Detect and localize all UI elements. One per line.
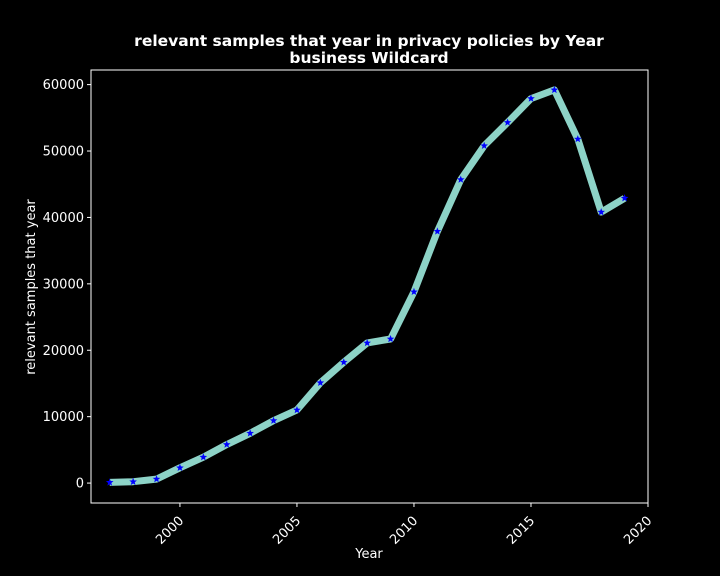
data-point (363, 338, 371, 347)
data-point (316, 378, 325, 387)
data-point (339, 358, 348, 366)
data-point (597, 208, 605, 216)
y-axis-label: relevant samples that year (24, 199, 39, 375)
data-point (620, 194, 629, 202)
y-tick-label: 20000 (43, 344, 84, 359)
data-point (129, 477, 137, 485)
plot-frame (90, 69, 649, 504)
data-point (550, 85, 559, 94)
x-axis-label: Year (354, 547, 383, 562)
y-tick-label: 10000 (43, 410, 84, 425)
chart-title: relevant samples that year in privacy po… (134, 32, 604, 50)
data-point (199, 453, 208, 461)
data-point (527, 94, 535, 102)
chart-subtitle: business Wildcard (289, 49, 448, 67)
y-tick-label: 60000 (43, 78, 84, 93)
data-point (293, 406, 301, 414)
data-point (573, 135, 582, 143)
y-tick-label: 0 (76, 477, 84, 492)
y-tick-label: 30000 (43, 277, 84, 292)
data-point (456, 175, 465, 183)
plot-area: 0 10000 20000 30000 40000 50000 60000 2000 2005 2… (43, 69, 655, 548)
data-point (433, 227, 442, 235)
data-point (222, 440, 231, 448)
data-point (152, 475, 161, 483)
y-tick-label: 50000 (43, 145, 84, 160)
data-point (386, 334, 395, 343)
x-tick-label: 2020 (621, 514, 655, 548)
data-point (105, 478, 114, 486)
data-point (503, 118, 512, 126)
x-tick-label: 2010 (387, 514, 421, 548)
data-point (269, 416, 278, 424)
data-point (176, 463, 184, 472)
y-tick-label: 40000 (43, 211, 84, 226)
data-point (410, 287, 418, 296)
x-tick-label: 2005 (270, 514, 304, 548)
data-point (246, 429, 254, 437)
series-line (109, 86, 627, 486)
x-tick-label: 2000 (153, 514, 187, 548)
x-tick-label: 2015 (504, 514, 538, 548)
data-point (480, 141, 488, 149)
